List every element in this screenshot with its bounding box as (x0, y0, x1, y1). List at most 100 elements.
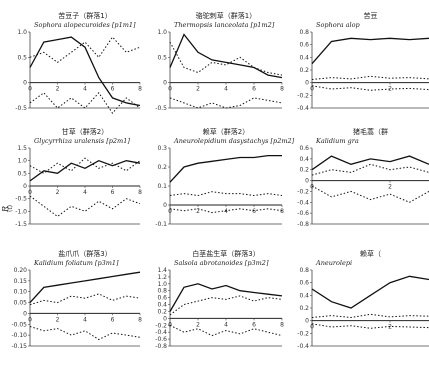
x-tick-label: 8 (280, 208, 284, 215)
series-line-2 (311, 75, 429, 80)
panel-title: 苦豆子（群落1） (58, 11, 111, 20)
series-line-2 (169, 41, 283, 76)
y-tick-label: 1.0 (17, 29, 27, 36)
species-label: Sophora alop (316, 21, 361, 29)
x-tick-label: 8 (138, 189, 142, 196)
chart-panel-7: 盐爪爪（群落3）Kalidium foliatum [p3m1] 0.20 0.15… (11, 249, 142, 350)
y-tick-label: 0 (23, 80, 27, 87)
y-tick-label: -1.5 (15, 221, 27, 228)
y-tick-label: 0.6 (299, 145, 309, 152)
chart-panel-1: 苦豆子（群落1）Sophora alopecuroides [p1m1] 1.0 0… (15, 11, 142, 114)
y-tick-label: -0.4 (297, 343, 309, 350)
x-tick-label: 4 (83, 316, 87, 323)
x-tick-label: 6 (252, 321, 256, 328)
y-tick-label: 0.10 (14, 289, 28, 296)
x-tick-label: 4 (224, 321, 228, 328)
y-tick-label: 0.5 (17, 54, 27, 61)
y-tick-label: 0.1 (157, 183, 167, 190)
x-tick-label: 4 (224, 208, 228, 215)
y-tick-label: 0.2 (157, 164, 167, 171)
series-line-3 (311, 85, 429, 91)
panel-title: 赖草（群落2） (203, 127, 249, 136)
species-label: Aneurolepi (315, 259, 352, 267)
x-tick-label: 2 (388, 86, 392, 93)
x-tick-label: 2 (56, 316, 60, 323)
species-label: Sophora alopecuroides [p1m1] (34, 21, 136, 29)
series-line-2 (311, 313, 429, 319)
y-tick-label: 0.5 (157, 54, 167, 61)
y-tick-label: 1.0 (17, 158, 27, 165)
y-tick-label: 0.4 (299, 292, 309, 299)
x-tick-label: 2 (388, 324, 392, 331)
y-tick-label: -0.4 (297, 105, 309, 112)
x-tick-label: 0 (168, 321, 172, 328)
y-tick-label: -0.4 (297, 199, 309, 206)
y-tick-label: 0.2 (299, 67, 309, 74)
series-line-1 (311, 155, 429, 171)
y-tick-label: -0.6 (297, 210, 309, 217)
y-tick-label: -0.4 (155, 329, 167, 336)
x-tick-label: 4 (224, 86, 228, 93)
y-tick-label: 0.6 (157, 295, 167, 302)
y-tick-label: 0.15 (14, 278, 28, 285)
x-tick-label: 2 (56, 189, 60, 196)
y-tick-label: 1.0 (157, 29, 167, 36)
series-line-3 (29, 91, 141, 114)
series-line-3 (311, 185, 429, 203)
y-tick-label: 1.2 (157, 274, 167, 281)
chart-panel-8: 白茎盐生草（群落3）Salsola abrotanoides [p3m2] 1.4… (155, 249, 284, 350)
y-tick-label: -0.15 (11, 343, 27, 350)
species-label: Kalidium foliatum [p3m1] (33, 259, 119, 267)
y-tick-label: 0 (23, 310, 27, 317)
y-tick-label: 0.6 (299, 42, 309, 49)
x-tick-label: 0 (168, 86, 172, 93)
y-tick-label: 0.8 (299, 29, 309, 36)
x-tick-label: 6 (252, 208, 256, 215)
species-label: Aneurolepidium dasystachys [p2m2] (173, 137, 295, 145)
panel-title: 盐爪爪（群落3） (58, 249, 111, 258)
y-tick-label: -0.5 (15, 196, 27, 203)
series-line-1 (169, 283, 283, 312)
y-tick-label: 0.4 (299, 54, 309, 61)
series-line-2 (29, 157, 141, 174)
x-tick-label: 8 (280, 86, 284, 93)
x-tick-label: 8 (138, 316, 142, 323)
y-tick-label: -0.8 (155, 343, 167, 350)
species-label: Kalidium gra (315, 137, 359, 145)
series-line-2 (169, 191, 283, 197)
y-tick-label: 0.8 (299, 267, 309, 274)
y-tick-label: -0.6 (155, 336, 167, 343)
x-tick-label: 0 (28, 189, 32, 196)
y-tick-label: 0.2 (157, 308, 167, 315)
x-tick-label: 8 (138, 86, 142, 93)
y-tick-label: -0.10 (11, 332, 27, 339)
y-tick-label: -0.2 (155, 322, 167, 329)
species-label: Glycyrrhiza uralensis [p2m1] (34, 137, 130, 145)
series-line-1 (169, 33, 283, 79)
y-tick-label: -0.1 (155, 221, 167, 228)
species-label: Thermopsis lanceolata [p1m2] (174, 21, 275, 29)
series-line-1 (29, 159, 141, 182)
series-line-3 (29, 195, 141, 218)
x-tick-label: 0 (28, 86, 32, 93)
y-tick-label: 1.4 (157, 267, 167, 274)
x-tick-label: 0 (168, 208, 172, 215)
series-line-1 (29, 271, 141, 304)
chart-panel-5: 赖草（群落2）Aneurolepidium dasystachys [p2m2]… (155, 127, 294, 228)
x-tick-label: 2 (388, 184, 392, 191)
y-tick-label: 0.4 (299, 156, 309, 163)
x-tick-label: 8 (280, 321, 284, 328)
x-tick-label: 6 (111, 316, 115, 323)
panel-title: 苦豆 (364, 11, 378, 20)
series-line-1 (311, 37, 429, 65)
panel-title: 甘草（群落2） (62, 127, 108, 136)
y-tick-label: 0.6 (299, 280, 309, 287)
y-tick-label: -0.2 (297, 330, 309, 337)
series-line-1 (311, 275, 429, 309)
y-tick-label: -0.2 (297, 188, 309, 195)
y-tick-label: -0.5 (155, 105, 167, 112)
x-tick-label: 6 (111, 86, 115, 93)
x-tick-label: 2 (196, 321, 200, 328)
